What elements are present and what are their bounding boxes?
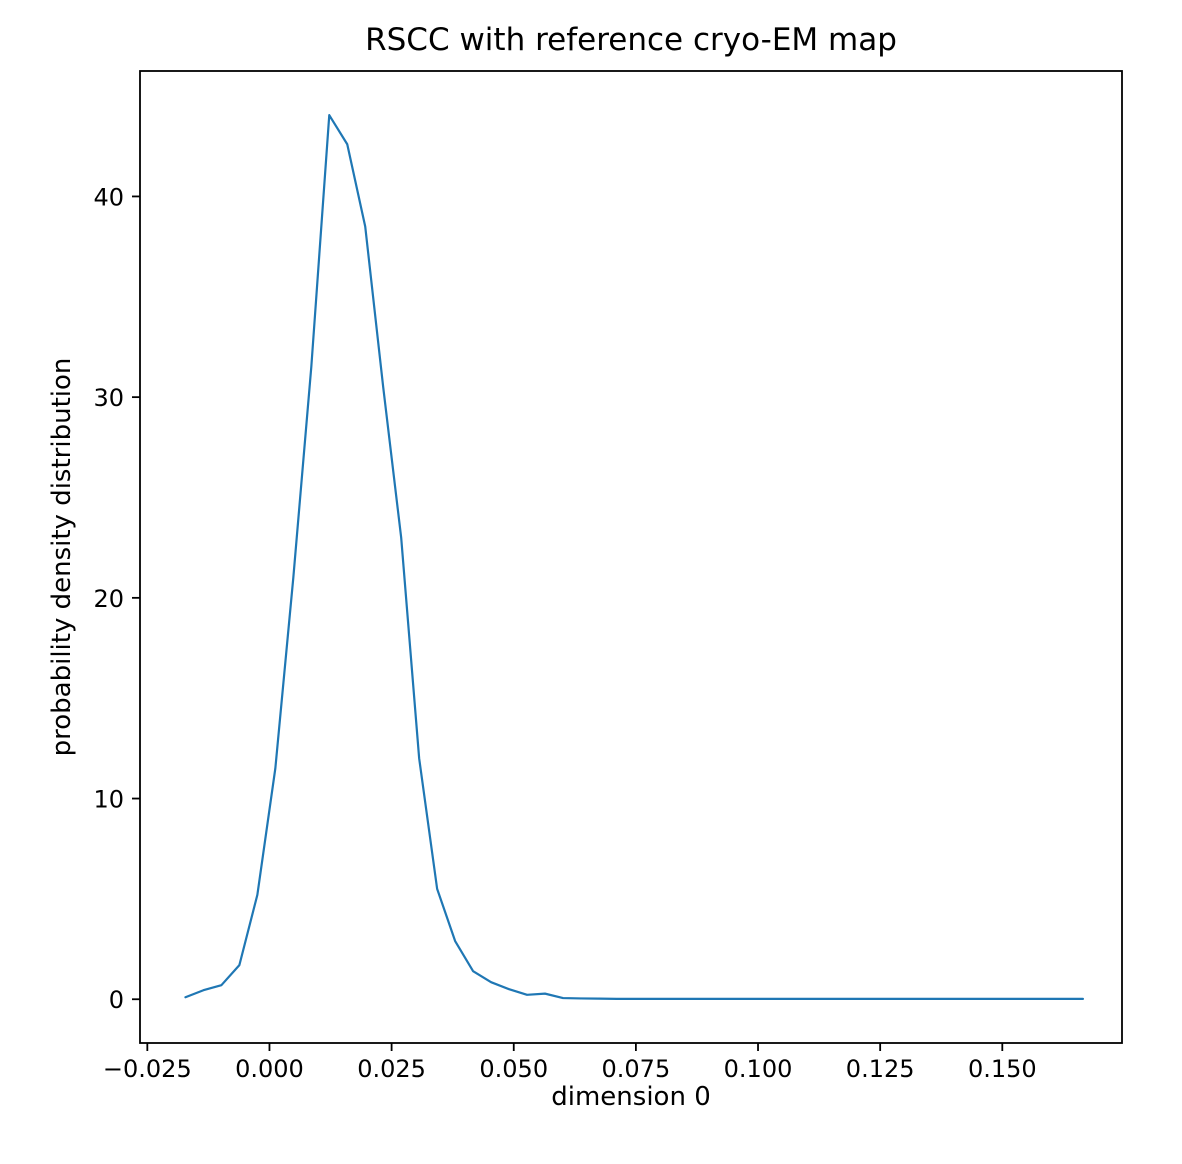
x-tick-label: 0.025	[357, 1055, 426, 1083]
y-tick-label: 20	[93, 585, 124, 613]
y-tick-label: 30	[93, 384, 124, 412]
x-tick-label: 0.100	[724, 1055, 793, 1083]
y-tick-label: 0	[109, 986, 124, 1014]
chart-title: RSCC with reference cryo-EM map	[365, 22, 897, 58]
y-tick-label: 10	[93, 786, 124, 814]
x-tick-label: 0.050	[479, 1055, 548, 1083]
x-tick-label: 0.125	[846, 1055, 915, 1083]
y-tick-label: 40	[93, 183, 124, 211]
x-tick-label: 0.075	[602, 1055, 671, 1083]
x-tick-label: 0.000	[235, 1055, 304, 1083]
x-tick-label: −0.025	[103, 1055, 192, 1083]
density-curve	[184, 114, 1085, 1000]
axes-spines	[139, 70, 1123, 1044]
x-axis-label: dimension 0	[551, 1082, 711, 1112]
x-tick-label: 0.150	[968, 1055, 1037, 1083]
